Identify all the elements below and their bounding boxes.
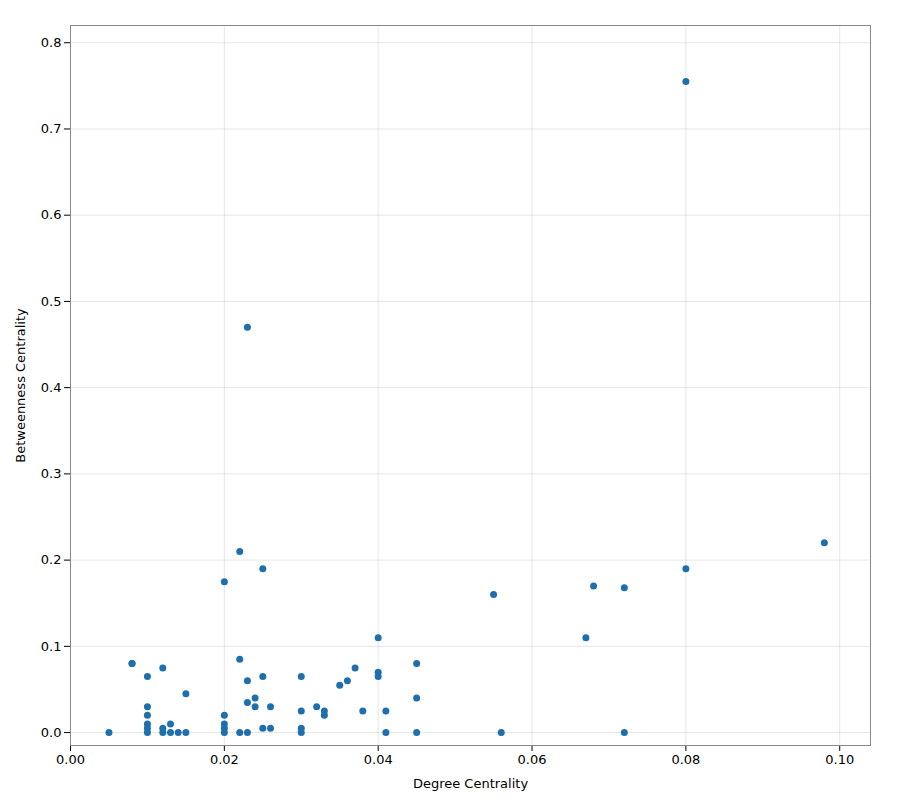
svg-text:0.00: 0.00 xyxy=(56,752,85,767)
svg-text:0.2: 0.2 xyxy=(41,552,62,567)
svg-text:0.10: 0.10 xyxy=(825,752,854,767)
svg-text:0.04: 0.04 xyxy=(364,752,393,767)
svg-text:0.06: 0.06 xyxy=(518,752,547,767)
svg-text:0.1: 0.1 xyxy=(41,638,62,653)
svg-text:0.0: 0.0 xyxy=(41,725,62,740)
svg-text:0.6: 0.6 xyxy=(41,207,62,222)
svg-text:0.02: 0.02 xyxy=(210,752,239,767)
svg-text:0.7: 0.7 xyxy=(41,121,62,136)
svg-text:0.4: 0.4 xyxy=(41,380,62,395)
svg-text:0.5: 0.5 xyxy=(41,294,62,309)
svg-text:Degree Centrality: Degree Centrality xyxy=(413,776,528,791)
svg-text:Betweenness Centrality: Betweenness Centrality xyxy=(13,308,28,463)
svg-text:0.8: 0.8 xyxy=(41,35,62,50)
svg-text:0.3: 0.3 xyxy=(41,466,62,481)
svg-text:0.08: 0.08 xyxy=(671,752,700,767)
